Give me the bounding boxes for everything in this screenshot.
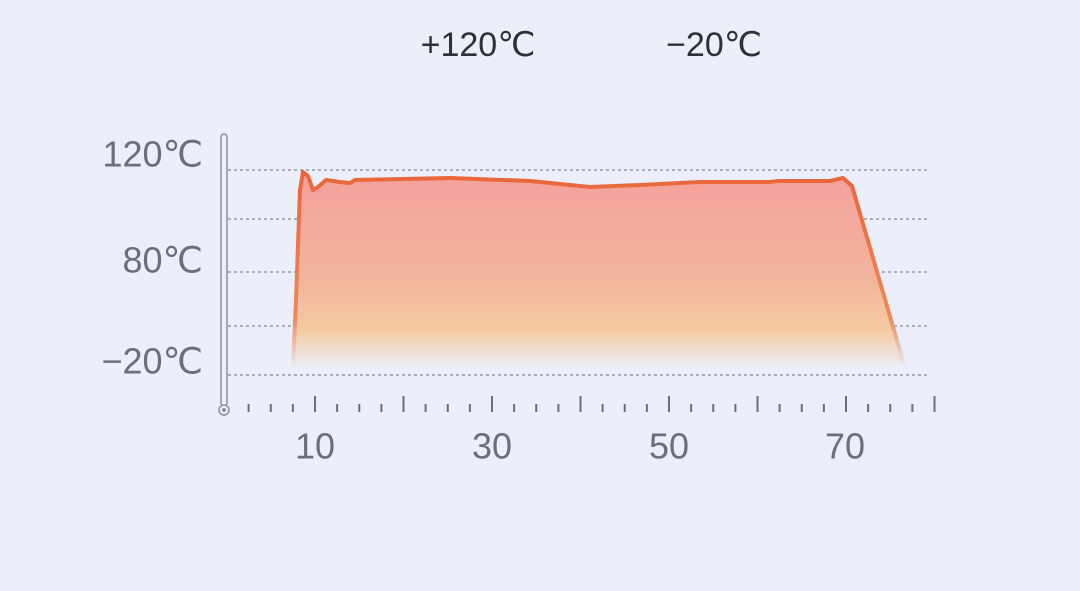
legend-item: +120℃: [421, 26, 536, 64]
y-label: −20℃: [102, 341, 204, 382]
legend-item: −20℃: [666, 26, 762, 64]
axis-origin-dot: [222, 408, 226, 412]
x-label: 10: [295, 426, 335, 467]
x-label: 30: [472, 426, 512, 467]
x-label: 70: [825, 426, 865, 467]
thermometer-axis: [218, 133, 230, 416]
x-ticks: [247, 396, 936, 412]
y-label: 80℃: [123, 240, 203, 281]
temperature-line: [291, 170, 907, 369]
y-label: 120℃: [103, 134, 204, 175]
x-label: 50: [649, 426, 689, 467]
temperature-area: [293, 172, 905, 368]
